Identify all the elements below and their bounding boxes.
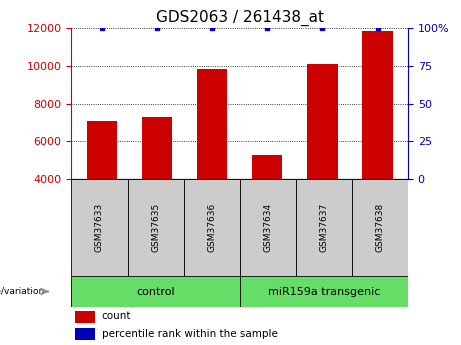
Text: GSM37637: GSM37637 (319, 203, 328, 252)
Text: control: control (136, 287, 175, 296)
Bar (352, 179, 408, 276)
Bar (183, 179, 240, 276)
Bar (75, 328, 95, 340)
Title: GDS2063 / 261438_at: GDS2063 / 261438_at (156, 10, 324, 26)
Bar (362, 31, 393, 179)
Point (374, 25, 381, 30)
Text: genotype/variation: genotype/variation (0, 287, 44, 296)
Bar (296, 179, 352, 276)
Text: GSM37635: GSM37635 (151, 203, 160, 252)
Bar (87, 121, 117, 179)
Bar (240, 179, 296, 276)
Point (98, 25, 106, 30)
Point (264, 25, 271, 30)
Text: GSM37633: GSM37633 (95, 203, 104, 252)
Bar (142, 117, 172, 179)
Text: GSM37634: GSM37634 (263, 203, 272, 252)
Text: miR159a transgenic: miR159a transgenic (268, 287, 380, 296)
Text: GSM37636: GSM37636 (207, 203, 216, 252)
Text: count: count (102, 312, 131, 321)
Point (154, 25, 161, 30)
Bar (240, 276, 408, 307)
Bar (71, 276, 240, 307)
Bar (71, 179, 128, 276)
Point (208, 25, 216, 30)
Bar (307, 64, 337, 179)
Bar (128, 179, 183, 276)
Text: percentile rank within the sample: percentile rank within the sample (102, 329, 278, 338)
Bar (252, 155, 283, 179)
Bar (75, 310, 95, 323)
Point (319, 25, 326, 30)
Text: GSM37638: GSM37638 (375, 203, 384, 252)
Bar (197, 69, 227, 179)
